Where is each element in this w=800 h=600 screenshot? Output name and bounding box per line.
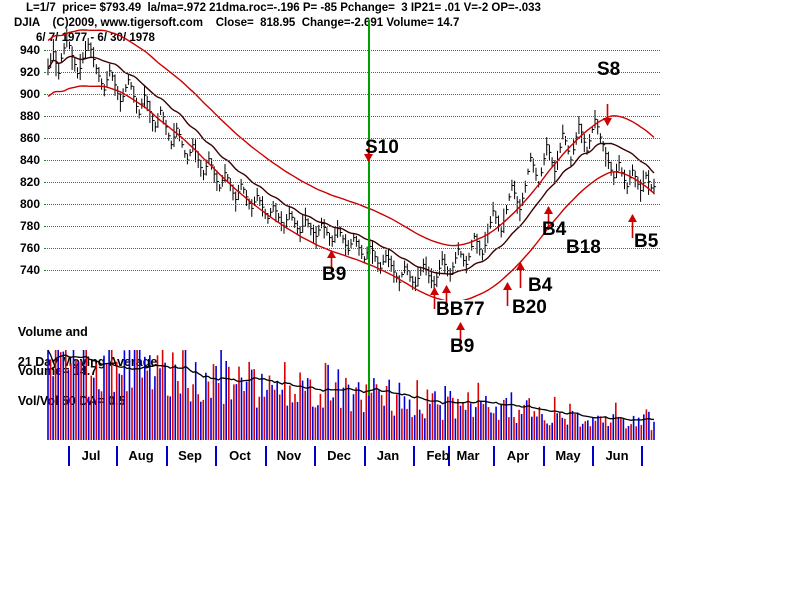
volume-title-line1: Volume and <box>17 325 88 339</box>
price-axis-label: 920 <box>19 65 40 79</box>
month-label-jan: Jan <box>376 448 400 463</box>
gridline <box>44 204 660 205</box>
volume-panel-title: Volume and 21 Day Moving Average <box>4 310 157 385</box>
gridline <box>44 94 660 95</box>
ohlc-bars <box>47 28 657 292</box>
price-series-svg <box>47 28 657 300</box>
month-tick <box>364 446 366 466</box>
price-axis-label: 860 <box>19 131 40 145</box>
month-label-sep: Sep <box>178 448 202 463</box>
gridline <box>44 226 660 227</box>
month-tick <box>543 446 545 466</box>
price-chart-area <box>44 20 660 300</box>
arrow-b9b-icon <box>455 322 465 346</box>
month-tick <box>641 446 643 466</box>
month-label-jul: Jul <box>81 448 101 463</box>
signal-label-s8[interactable]: S8 <box>597 59 621 80</box>
signal-label-b9b[interactable]: B9 <box>450 336 475 357</box>
upper-band-line <box>47 29 655 247</box>
month-label-may: May <box>555 448 581 463</box>
arrow-b87a-icon <box>429 287 439 309</box>
gridline <box>44 116 660 117</box>
moving-average-line <box>47 55 655 275</box>
price-axis-label: 780 <box>19 219 40 233</box>
price-axis-label: 940 <box>19 43 40 57</box>
header-date-range: 6/ 7/ 1977 - 6/ 30/ 1978 <box>36 32 155 44</box>
price-axis-label: 820 <box>19 175 40 189</box>
signal-label-b20[interactable]: B20 <box>512 297 547 318</box>
arrow-b4a-icon <box>515 262 525 288</box>
arrow-b9a-icon <box>326 250 336 272</box>
month-label-dec: Dec <box>327 448 351 463</box>
signal-label-b87[interactable]: BB77 <box>436 299 485 320</box>
price-axis-label: 840 <box>19 153 40 167</box>
gridline <box>44 270 660 271</box>
gridline <box>44 182 660 183</box>
signal-label-b9a[interactable]: B9 <box>322 264 347 285</box>
month-tick <box>116 446 118 466</box>
signal-label-s10[interactable]: S10 <box>365 137 399 158</box>
lower-band-line <box>47 85 655 300</box>
signal-label-b4b[interactable]: B4 <box>542 219 567 240</box>
price-axis-label: 740 <box>19 263 40 277</box>
volume-series-svg <box>47 349 655 440</box>
volume-moving-average-line <box>47 349 655 421</box>
gridline <box>44 160 660 161</box>
volume-bars <box>47 350 655 440</box>
month-tick <box>448 446 450 466</box>
arrow-b20-icon <box>502 282 512 306</box>
month-axis: Jul Aug Sep Oct Nov Dec Jan Feb Mar Apr May Jun <box>44 446 660 468</box>
volume-chart-area <box>44 348 660 440</box>
month-label-mar: Mar <box>456 448 480 463</box>
gridline <box>44 50 660 51</box>
header-stats-line: L=1/7 price= $793.49 la/ma=.972 21dma.ro… <box>26 2 541 14</box>
cursor-date-line[interactable] <box>368 20 370 440</box>
month-label-apr: Apr <box>506 448 530 463</box>
signal-label-b5[interactable]: B5 <box>634 231 659 252</box>
volume-title-line2: 21 Day Moving Average <box>17 355 158 369</box>
month-tick <box>265 446 267 466</box>
price-axis-label: 760 <box>19 241 40 255</box>
price-axis-label: 880 <box>19 109 40 123</box>
month-tick <box>314 446 316 466</box>
arrow-b4b-icon <box>543 206 553 230</box>
month-tick <box>166 446 168 466</box>
month-label-jun: Jun <box>605 448 629 463</box>
gridline <box>44 72 660 73</box>
signal-label-b18[interactable]: B18 <box>566 237 601 258</box>
signal-label-b4a[interactable]: B4 <box>528 275 553 296</box>
arrow-s8-icon <box>602 104 612 126</box>
arrow-s10-icon <box>363 148 373 162</box>
price-axis-label: 800 <box>19 197 40 211</box>
header-symbol-line: DJIA (C)2009, www.tigersoft.com Close= 8… <box>14 17 460 29</box>
gridline <box>44 138 660 139</box>
gridline <box>44 248 660 249</box>
price-axis-label: 900 <box>19 87 40 101</box>
month-tick <box>413 446 415 466</box>
month-label-nov: Nov <box>276 448 302 463</box>
month-tick <box>493 446 495 466</box>
month-tick <box>215 446 217 466</box>
month-label-feb: Feb <box>426 448 450 463</box>
arrow-b87b-icon <box>441 285 451 309</box>
month-label-oct: Oct <box>229 448 251 463</box>
month-tick <box>68 446 70 466</box>
month-label-aug: Aug <box>128 448 154 463</box>
month-tick <box>592 446 594 466</box>
price-axis: 940 920 900 880 860 840 820 800 780 760 740 <box>0 0 40 600</box>
arrow-b5-icon <box>627 214 637 238</box>
